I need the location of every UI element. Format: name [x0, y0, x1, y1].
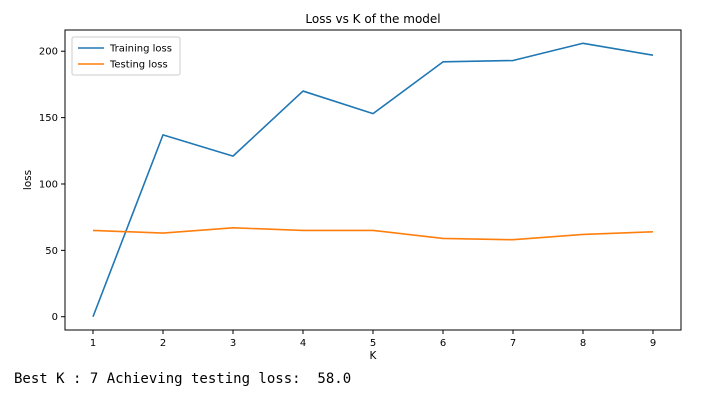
x-tick-label: 9: [650, 338, 656, 349]
legend: Training loss Testing loss: [71, 36, 181, 76]
x-tick-label: 7: [510, 338, 516, 349]
x-tick-label: 1: [90, 338, 96, 349]
plot-area: [92, 42, 654, 318]
x-axis: 1 2 3 4 5 6 7 8 9: [90, 330, 656, 349]
y-tick-label: 0: [52, 312, 58, 323]
series-line-testing-loss: [92, 226, 654, 241]
y-axis: 0 50 100 150 200: [39, 47, 65, 323]
x-axis-label: K: [370, 350, 378, 362]
y-tick-label: 150: [39, 113, 58, 124]
legend-entry: Testing loss: [109, 60, 168, 71]
y-axis-label: loss: [22, 170, 34, 190]
legend-entry: Training loss: [109, 44, 172, 55]
x-tick-label: 8: [580, 338, 586, 349]
x-tick-label: 3: [230, 338, 236, 349]
x-tick-label: 5: [370, 338, 376, 349]
series-line-training-loss: [92, 42, 654, 318]
chart-title: Loss vs K of the model: [305, 12, 440, 26]
loss-chart: Loss vs K of the model 1 2 3 4 5 6 7 8 9 0 50 100 1…: [22, 12, 682, 362]
y-tick-label: 200: [39, 47, 58, 58]
x-tick-label: 6: [440, 338, 446, 349]
x-tick-label: 4: [300, 338, 306, 349]
y-tick-label: 100: [39, 179, 58, 190]
legend-box: [71, 36, 181, 76]
y-tick-label: 50: [45, 246, 58, 257]
x-tick-label: 2: [160, 338, 166, 349]
output-text: Best K : 7 Achieving testing loss: 58.0: [14, 371, 352, 387]
